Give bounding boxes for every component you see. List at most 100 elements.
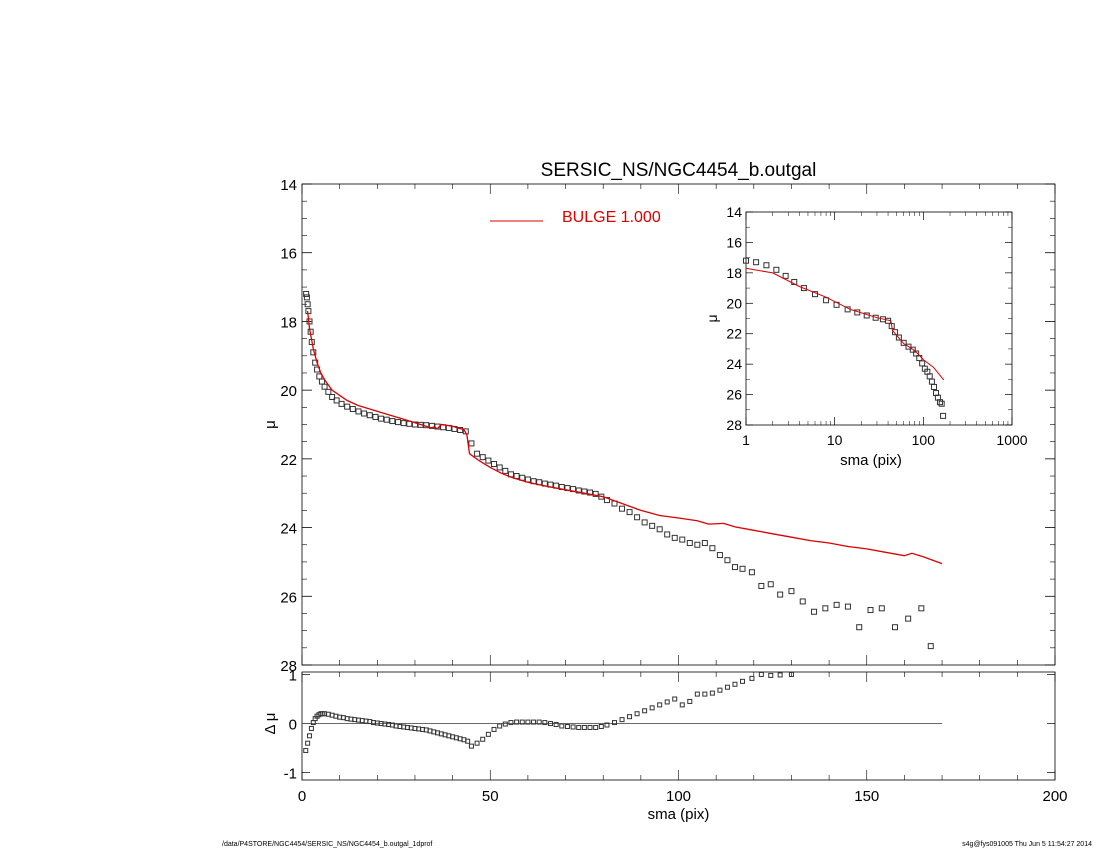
residual-point <box>679 702 685 708</box>
data-point <box>329 394 336 401</box>
inset-x-tick-label: 1000 <box>996 432 1027 448</box>
data-point <box>891 624 898 631</box>
residual-point <box>664 699 670 705</box>
data-point <box>479 454 486 461</box>
inset-x-tick-label: 1 <box>742 432 750 448</box>
residual-point <box>497 723 503 729</box>
residual-point <box>525 719 531 725</box>
data-point <box>491 461 498 468</box>
data-point <box>649 522 656 529</box>
residual-point <box>581 724 587 730</box>
data-point <box>878 605 885 612</box>
data-point <box>701 540 708 547</box>
residual-point <box>587 724 593 730</box>
y-tick-label: 18 <box>280 314 297 331</box>
residual-point <box>649 705 655 711</box>
inset-y-tick-label: 16 <box>726 234 742 250</box>
data-point <box>389 418 396 425</box>
footer-timestamp: s4g@fys091005 Thu Jun 5 11:54:27 2014 <box>962 841 1092 848</box>
data-point <box>748 569 755 576</box>
data-point <box>587 489 594 496</box>
residual-point <box>672 696 678 702</box>
data-point <box>811 608 818 615</box>
residual-point <box>491 726 497 732</box>
data-point <box>767 581 774 588</box>
data-point <box>833 601 840 608</box>
y-tick-label: 20 <box>280 383 297 400</box>
residual-point <box>657 702 663 708</box>
data-point <box>731 564 738 571</box>
data-point <box>349 406 356 413</box>
data-point <box>905 615 912 622</box>
inset-data-point <box>743 257 749 264</box>
y-axis-label: μ <box>262 420 279 429</box>
residual-point <box>519 719 525 725</box>
resid-y-tick-label: 0 <box>289 717 297 734</box>
residual-point <box>547 721 553 727</box>
residual-point <box>724 684 730 690</box>
data-point <box>918 605 925 612</box>
residual-point <box>627 714 633 720</box>
inset-x-tick-label: 100 <box>912 432 936 448</box>
data-point <box>355 408 362 415</box>
data-point <box>318 378 325 385</box>
inset-y-tick-label: 26 <box>726 387 742 403</box>
residual-point <box>307 733 313 739</box>
legend-label: BULGE 1.000 <box>562 209 661 226</box>
chart-title: SERSIC_NS/NGC4454_b.outgal <box>541 160 817 181</box>
data-point <box>758 582 765 589</box>
inset-y-tick-label: 14 <box>726 204 742 220</box>
data-point <box>383 416 390 423</box>
residual-point <box>749 675 755 681</box>
inset-data-point <box>931 383 938 390</box>
x-tick-label: 50 <box>482 788 499 805</box>
data-point <box>303 290 310 297</box>
inset-y-tick-label: 18 <box>726 265 742 281</box>
residual-point <box>536 719 542 725</box>
residual-point <box>465 738 471 744</box>
data-point <box>788 588 795 595</box>
data-point <box>411 421 418 428</box>
inset-x-axis-label: sma (pix) <box>840 452 902 469</box>
residual-point <box>502 721 508 727</box>
inset-data-point <box>938 400 945 407</box>
main-profile-plot: 14 16 18 20 22 24 26 28 SERSIC_NS/NGC4454_b.outg… <box>262 160 1056 675</box>
data-point <box>428 422 435 429</box>
data-point <box>656 526 663 533</box>
bulge-model-line <box>306 311 943 565</box>
data-point <box>856 624 863 631</box>
residual-point <box>740 678 746 684</box>
residual-point <box>604 722 610 728</box>
data-point <box>799 598 806 605</box>
data-point <box>468 440 475 447</box>
data-point <box>664 531 671 538</box>
residual-point <box>702 691 708 697</box>
residual-point <box>694 691 700 697</box>
residual-point <box>570 724 576 730</box>
residual-point <box>485 731 491 737</box>
residual-point <box>758 671 764 677</box>
inset-data-point <box>773 266 780 273</box>
y-tick-label: 24 <box>280 521 297 538</box>
data-point <box>724 557 731 564</box>
inset-y-tick-label: 20 <box>726 295 742 311</box>
inset-data-point <box>782 272 789 279</box>
residual-point <box>619 717 625 723</box>
inset-y-tick-label: 24 <box>726 356 742 372</box>
data-point <box>502 467 509 474</box>
inset-log-profile-plot: 14 16 18 20 22 24 26 281 10 100 1000 sma (pix) μ <box>704 204 1028 469</box>
data-point <box>592 490 599 497</box>
resid-y-tick-label: -1 <box>284 766 297 783</box>
inset-data-point <box>753 259 760 266</box>
data-point <box>844 603 851 610</box>
residual-point <box>531 719 537 725</box>
data-point <box>619 505 626 512</box>
residual-point <box>611 720 617 726</box>
resid-y-axis-label: Δ μ <box>262 713 279 735</box>
residual-point <box>480 736 486 742</box>
data-point <box>372 413 379 420</box>
residual-point <box>576 724 582 730</box>
inset-data-point <box>909 346 916 353</box>
data-point <box>679 536 686 543</box>
